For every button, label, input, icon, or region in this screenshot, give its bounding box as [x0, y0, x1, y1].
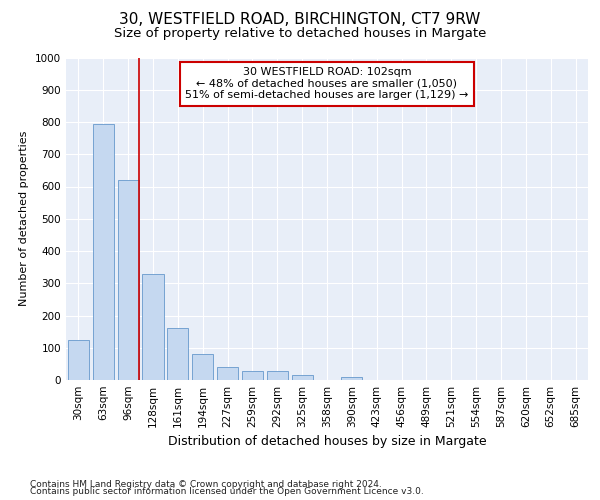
Y-axis label: Number of detached properties: Number of detached properties [19, 131, 29, 306]
Bar [341, 377, 362, 380]
Bar [68, 340, 89, 380]
Text: Size of property relative to detached houses in Margate: Size of property relative to detached ho… [114, 28, 486, 40]
Text: 30, WESTFIELD ROAD, BIRCHINGTON, CT7 9RW: 30, WESTFIELD ROAD, BIRCHINGTON, CT7 9RW [119, 12, 481, 28]
Bar [93, 124, 114, 380]
Text: Contains public sector information licensed under the Open Government Licence v3: Contains public sector information licen… [30, 487, 424, 496]
X-axis label: Distribution of detached houses by size in Margate: Distribution of detached houses by size … [167, 436, 487, 448]
Bar [118, 180, 139, 380]
Bar [267, 371, 288, 380]
Bar [192, 354, 213, 380]
Text: Contains HM Land Registry data © Crown copyright and database right 2024.: Contains HM Land Registry data © Crown c… [30, 480, 382, 489]
Bar [242, 371, 263, 380]
Bar [142, 274, 164, 380]
Bar [292, 374, 313, 380]
Bar [167, 328, 188, 380]
Text: 30 WESTFIELD ROAD: 102sqm
← 48% of detached houses are smaller (1,050)
51% of se: 30 WESTFIELD ROAD: 102sqm ← 48% of detac… [185, 67, 469, 100]
Bar [217, 367, 238, 380]
